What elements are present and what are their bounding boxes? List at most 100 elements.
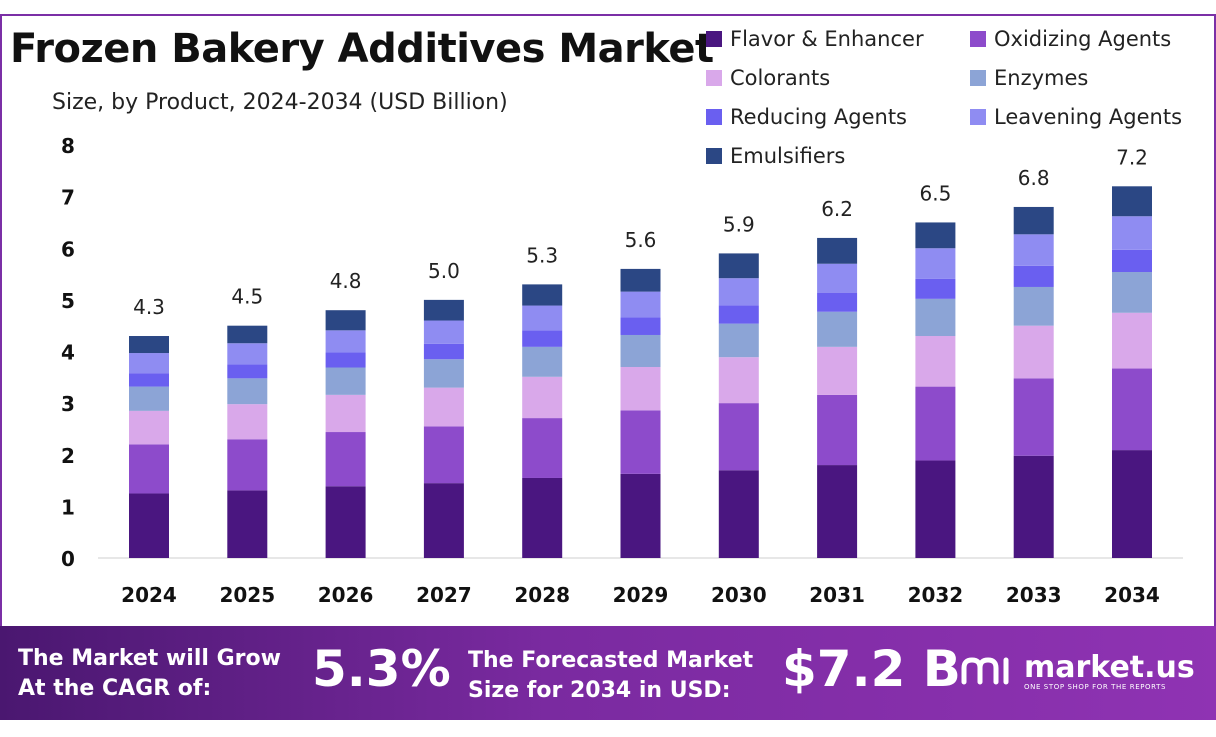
x-tick-label: 2024: [121, 583, 177, 607]
legend-swatch: [970, 109, 986, 125]
bar-segment: [423, 343, 464, 360]
bar-segment: [227, 378, 268, 405]
legend-swatch: [970, 70, 986, 86]
bar-total-label: 5.9: [723, 212, 755, 236]
bar-total-label: 6.5: [919, 181, 951, 205]
bar-segment: [522, 330, 563, 347]
bar-segment: [620, 317, 661, 335]
y-tick-label: 5: [61, 289, 75, 313]
bar-segment: [620, 268, 661, 292]
y-tick-label: 6: [61, 237, 75, 261]
forecast-value: $7.2 B: [782, 640, 961, 698]
stacked-bar-chart: 0 1 2 3 4 5 6 7 8 4.3 2024 4.5 2025 4.8 2026 5.0 2027 5.3…: [61, 134, 1183, 607]
bar-segment: [817, 311, 858, 347]
x-tick-label: 2033: [1006, 583, 1062, 607]
bar-segment: [1013, 455, 1054, 558]
brand-logo: market.us ONE STOP SHOP FOR THE REPORTS: [960, 652, 1195, 692]
x-tick-label: 2029: [613, 583, 669, 607]
forecast-label-line1: The Forecasted Market: [468, 648, 754, 673]
cagr-label-line1: The Market will Grow: [18, 646, 281, 671]
bar-segment: [423, 320, 464, 344]
bar-segment: [227, 325, 268, 344]
bar-segment: [718, 305, 759, 324]
bar-segment: [129, 444, 169, 494]
legend-swatch: [970, 31, 986, 47]
bar-total-label: 5.3: [526, 243, 558, 267]
bar-segment: [620, 366, 661, 411]
legend-label: Colorants: [730, 66, 831, 90]
brand-tagline: ONE STOP SHOP FOR THE REPORTS: [1024, 683, 1167, 691]
legend-swatch: [706, 31, 722, 47]
bar-segment: [423, 387, 464, 427]
bar-segment: [620, 473, 661, 558]
bar-segment: [522, 305, 563, 331]
legend-label: Leavening Agents: [994, 105, 1183, 129]
y-tick-label: 4: [61, 341, 75, 365]
bar-segment: [915, 222, 956, 249]
y-tick-label: 7: [61, 186, 75, 210]
bar-segment: [522, 376, 563, 419]
forecast-label-line2: Size for 2034 in USD:: [468, 678, 731, 703]
y-tick-label: 8: [61, 134, 75, 158]
cagr-label: The Market will Grow At the CAGR of:: [18, 644, 281, 704]
legend-item: Oxidizing Agents: [970, 27, 1171, 51]
legend-item: Leavening Agents: [970, 105, 1182, 129]
bar-segment: [325, 432, 366, 487]
bar-segment: [915, 386, 956, 461]
legend-item: Reducing Agents: [706, 105, 907, 129]
bar-total-label: 7.2: [1116, 145, 1148, 169]
legend-label: Flavor & Enhancer: [730, 27, 924, 51]
bar-segment: [423, 359, 464, 388]
bar-segment: [1013, 206, 1054, 235]
bar-segment: [129, 410, 169, 445]
bar-segment: [1013, 325, 1054, 379]
bar-segment: [817, 346, 858, 395]
bar-segment: [718, 403, 759, 471]
bar-segment: [227, 343, 268, 365]
bottom-strip: [0, 720, 1216, 737]
summary-banner: The Market will Grow At the CAGR of: 5.3…: [0, 626, 1216, 720]
x-tick-label: 2034: [1104, 583, 1160, 607]
bar-segment: [817, 292, 858, 312]
bar-segment: [1112, 368, 1152, 451]
bar-segment: [423, 299, 464, 321]
brand-name: market.us: [1024, 650, 1195, 685]
legend-swatch: [706, 70, 722, 86]
cagr-label-line2: At the CAGR of:: [18, 676, 212, 701]
bar-segment: [325, 352, 366, 368]
bar-segment: [915, 460, 956, 558]
bar-total-label: 6.8: [1018, 166, 1050, 190]
chart-subtitle: Size, by Product, 2024-2034 (USD Billion…: [52, 90, 508, 115]
bar-segment: [522, 418, 563, 478]
bar-segment: [817, 237, 858, 264]
bar-total-label: 5.0: [428, 259, 460, 283]
y-tick-label: 2: [61, 444, 75, 468]
bar-segment: [129, 493, 169, 558]
legend-swatch: [706, 109, 722, 125]
legend-item: Colorants: [706, 66, 830, 90]
bar-segment: [1013, 265, 1054, 287]
bar-segment: [227, 490, 268, 558]
legend-swatch: [706, 148, 722, 164]
bar-segment: [227, 404, 268, 440]
x-tick-label: 2026: [318, 583, 374, 607]
bar-segment: [620, 291, 661, 318]
bar-segment: [620, 410, 661, 474]
bar-segment: [325, 310, 366, 331]
y-tick-label: 3: [61, 392, 75, 416]
bar-total-label: 4.3: [133, 295, 165, 319]
legend-item: Emulsifiers: [706, 144, 845, 168]
bar-total-label: 4.8: [330, 269, 362, 293]
y-tick-label: 1: [61, 495, 75, 519]
bar-segment: [915, 336, 956, 387]
x-tick-label: 2030: [711, 583, 767, 607]
bar-segment: [817, 263, 858, 293]
forecast-label: The Forecasted Market Size for 2034 in U…: [468, 646, 753, 706]
bar-segment: [227, 364, 268, 379]
y-tick-label: 0: [61, 547, 75, 571]
chart-title: Frozen Bakery Additives Market: [10, 26, 714, 72]
legend-label: Enzymes: [994, 66, 1089, 90]
bar-segment: [522, 477, 563, 558]
bar-segment: [423, 483, 464, 558]
bar-segment: [129, 353, 169, 374]
